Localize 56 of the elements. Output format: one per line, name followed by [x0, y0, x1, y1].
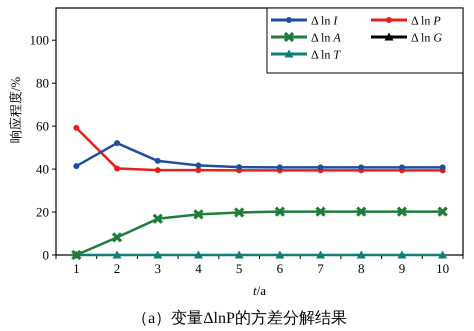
- point: [318, 164, 324, 170]
- point: [153, 250, 162, 258]
- point: [194, 250, 203, 258]
- point: [276, 164, 283, 170]
- point: [152, 213, 164, 224]
- x-tick-label: 10: [436, 261, 450, 276]
- point: [111, 232, 123, 243]
- x-axis-title: t/a: [252, 283, 266, 298]
- point: [192, 208, 204, 220]
- x-tick-label: 3: [154, 261, 161, 276]
- point: [356, 250, 366, 258]
- point: [438, 250, 448, 258]
- legend-label: Δ ln T: [311, 48, 342, 62]
- x-tick-label: 6: [276, 261, 284, 276]
- point: [440, 164, 446, 170]
- point: [195, 162, 202, 168]
- legend-label: Δ ln G: [411, 30, 442, 44]
- point: [154, 167, 161, 174]
- y-tick-label: 60: [36, 118, 49, 134]
- point: [70, 249, 82, 261]
- point: [73, 163, 80, 170]
- x-tick-label: 9: [398, 261, 406, 276]
- point: [356, 206, 367, 218]
- y-axis-title: 响应程度/%: [8, 76, 23, 144]
- point: [396, 206, 408, 218]
- point: [316, 250, 326, 258]
- x-tick-label: 5: [236, 261, 242, 276]
- point: [154, 158, 161, 164]
- y-tick-label: 80: [36, 76, 49, 91]
- legend-label: Δ ln P: [411, 14, 442, 28]
- y-tick-label: 20: [36, 204, 49, 220]
- x-tick-label: 8: [358, 261, 364, 276]
- point: [397, 250, 406, 258]
- text: （a）变量ΔlnP的方差分解结果: [132, 309, 347, 327]
- legend-label: Δ ln A: [311, 30, 342, 44]
- point: [275, 250, 284, 258]
- y-tick-label: 0: [42, 248, 49, 262]
- y-tick-label: 100: [30, 32, 49, 48]
- x-tick-label: 7: [317, 261, 324, 276]
- point: [234, 250, 244, 258]
- point: [358, 164, 364, 170]
- x-tick-label: 2: [114, 261, 120, 276]
- point: [314, 206, 326, 218]
- point: [114, 165, 120, 172]
- x-tick-label: 4: [195, 261, 202, 276]
- point: [73, 124, 80, 131]
- point: [234, 206, 245, 218]
- legend-label: Δ ln I: [311, 14, 338, 28]
- point: [112, 250, 122, 258]
- point: [274, 206, 286, 218]
- x-tick-label: 1: [73, 261, 80, 276]
- point: [398, 164, 405, 170]
- y-tick-label: 40: [36, 162, 49, 177]
- point: [114, 140, 120, 146]
- point: [236, 164, 242, 170]
- point: [437, 206, 448, 218]
